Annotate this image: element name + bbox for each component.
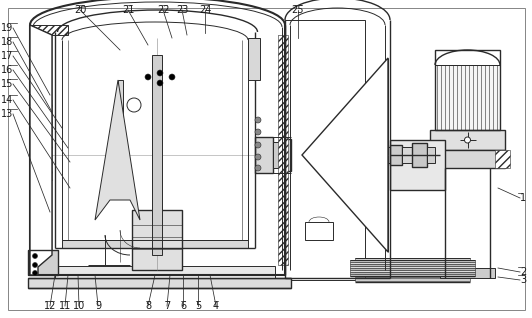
Bar [440,268,495,278]
Bar [427,147,435,163]
Text: 22: 22 [157,5,169,15]
Bar [355,278,470,281]
Text: 23: 23 [176,5,188,15]
Circle shape [255,117,261,123]
Bar [350,264,475,266]
Circle shape [127,98,141,112]
Text: 6: 6 [180,301,186,311]
Bar [412,143,427,167]
Polygon shape [30,25,52,275]
Bar [350,268,475,270]
Bar [355,262,470,265]
Polygon shape [95,80,140,220]
Bar [350,266,475,268]
Bar [375,147,390,163]
Bar [255,137,273,173]
Circle shape [32,271,37,275]
Text: 17: 17 [1,51,13,61]
Bar [285,20,365,280]
Bar [152,55,162,255]
Circle shape [145,74,151,80]
Circle shape [255,129,261,135]
Bar [30,25,38,275]
Text: 1: 1 [520,193,526,203]
Text: 21: 21 [122,5,134,15]
Bar [350,272,475,274]
Bar [390,145,402,165]
Circle shape [169,74,175,80]
Bar [28,278,291,288]
Text: 13: 13 [1,109,13,119]
Text: 10: 10 [73,301,85,311]
Bar [350,274,475,276]
Bar [355,266,470,269]
Text: 7: 7 [164,301,170,311]
Polygon shape [248,38,260,80]
Bar [495,150,510,168]
Text: 18: 18 [1,37,13,47]
Polygon shape [30,25,52,275]
Bar [350,260,475,262]
Bar [30,100,52,180]
Circle shape [464,137,470,143]
Text: 16: 16 [1,65,13,75]
Text: 2: 2 [520,267,526,277]
Text: 14: 14 [1,95,13,105]
Bar [350,270,475,272]
Bar [355,258,470,261]
Circle shape [32,253,37,259]
Text: 3: 3 [520,275,526,285]
Bar [278,35,288,265]
Circle shape [255,165,261,171]
Bar [62,240,248,248]
Bar [30,25,68,35]
Circle shape [157,80,163,86]
Bar [350,262,475,264]
Bar [118,80,123,180]
Bar [435,50,500,130]
Bar [430,150,445,168]
Text: 8: 8 [145,301,151,311]
Bar [435,65,500,130]
Circle shape [157,70,163,76]
Text: 24: 24 [199,5,211,15]
Circle shape [255,154,261,160]
Text: 4: 4 [213,301,219,311]
Bar [390,140,445,190]
Text: 20: 20 [74,5,86,15]
Text: 11: 11 [59,301,71,311]
Text: 15: 15 [1,79,13,89]
Circle shape [32,262,37,267]
Text: 12: 12 [44,301,56,311]
Text: 5: 5 [195,301,201,311]
Bar [402,147,412,163]
Bar [430,130,505,150]
Text: 9: 9 [95,301,101,311]
Bar [355,274,470,277]
Circle shape [255,142,261,148]
Bar [430,150,505,168]
Text: 25: 25 [292,5,304,15]
Bar [355,270,470,273]
Bar [273,142,283,168]
Bar [28,250,58,275]
Bar [305,222,333,240]
Bar [283,139,291,171]
Bar [132,210,182,270]
Text: 19: 19 [1,23,13,33]
Polygon shape [302,58,388,252]
Bar [55,266,275,278]
Bar [28,250,58,275]
